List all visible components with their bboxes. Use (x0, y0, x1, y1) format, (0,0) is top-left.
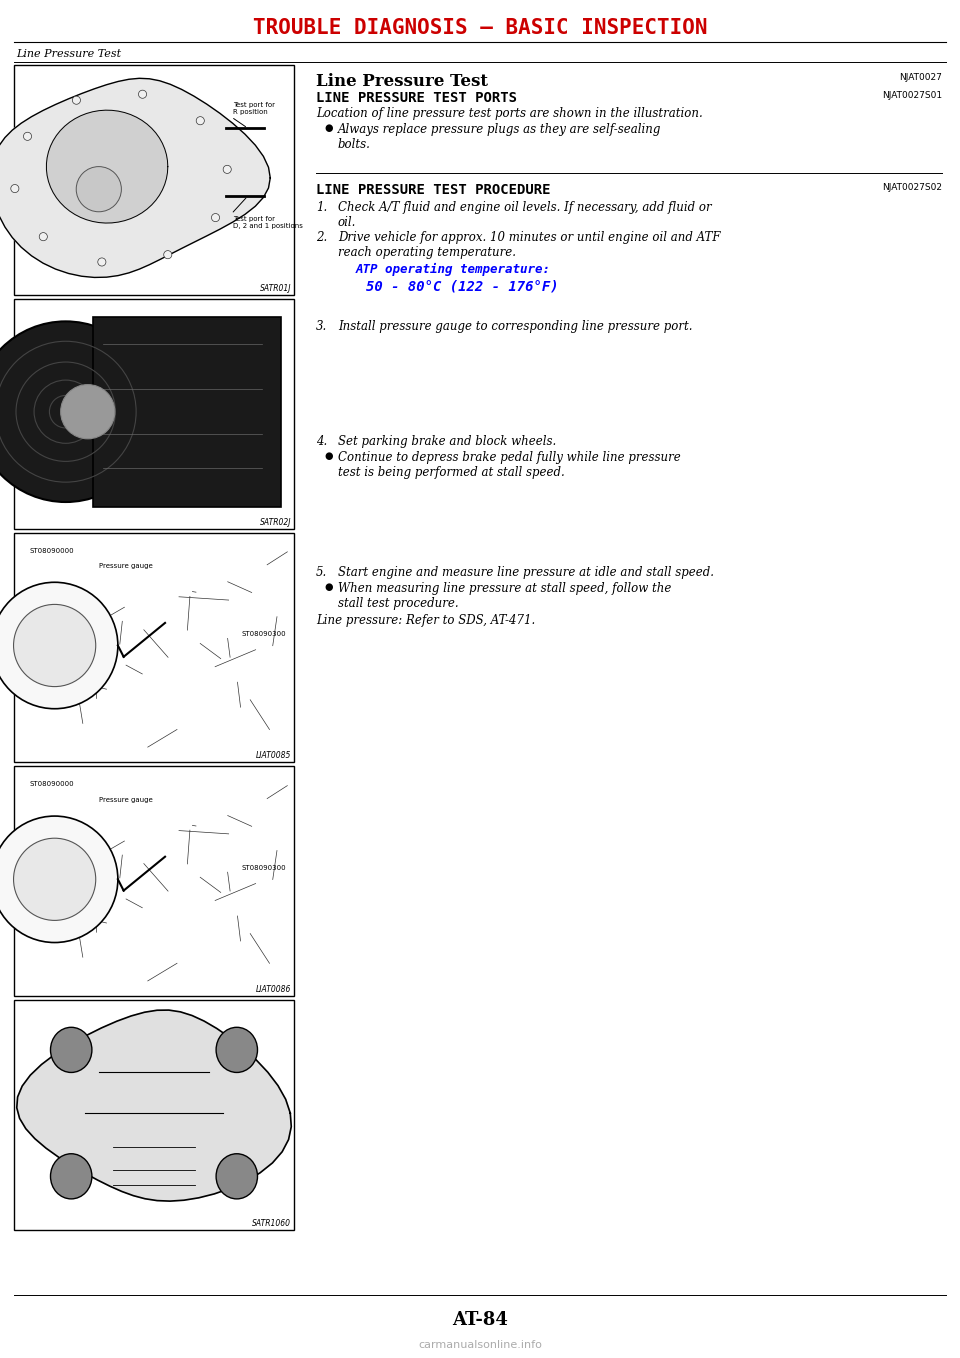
Circle shape (60, 384, 115, 439)
Text: LIAT0085: LIAT0085 (255, 751, 291, 760)
Text: NJAT0027: NJAT0027 (900, 73, 942, 81)
Circle shape (13, 838, 96, 921)
Text: NJAT0027S01: NJAT0027S01 (882, 91, 942, 100)
Text: When measuring line pressure at stall speed, follow the
stall test procedure.: When measuring line pressure at stall sp… (338, 583, 671, 610)
Circle shape (11, 185, 19, 193)
Text: ●: ● (324, 451, 332, 460)
Text: Install pressure gauge to corresponding line pressure port.: Install pressure gauge to corresponding … (338, 320, 692, 333)
Text: Location of line pressure test ports are shown in the illustration.: Location of line pressure test ports are… (316, 107, 703, 120)
Text: NJAT0027S02: NJAT0027S02 (882, 183, 942, 191)
Text: Continue to depress brake pedal fully while line pressure
test is being performe: Continue to depress brake pedal fully wh… (338, 451, 681, 479)
Text: LIAT0086: LIAT0086 (255, 985, 291, 994)
Circle shape (23, 132, 32, 140)
Bar (93, 316, 281, 507)
Text: ●: ● (324, 124, 332, 133)
Text: Set parking brake and block wheels.: Set parking brake and block wheels. (338, 435, 556, 448)
Polygon shape (16, 1010, 291, 1200)
Circle shape (138, 90, 147, 98)
Text: 4.: 4. (316, 435, 327, 448)
Text: Pressure gauge: Pressure gauge (99, 797, 153, 804)
Text: Test port for
R position: Test port for R position (233, 102, 276, 114)
Ellipse shape (51, 1027, 92, 1073)
Text: Line pressure: Refer to SDS, AT-471.: Line pressure: Refer to SDS, AT-471. (316, 614, 536, 627)
Circle shape (196, 117, 204, 125)
Circle shape (39, 232, 47, 240)
Bar (14, 532, 294, 762)
Text: 1.: 1. (316, 201, 327, 215)
Ellipse shape (216, 1027, 257, 1073)
Text: Always replace pressure plugs as they are self-sealing
bolts.: Always replace pressure plugs as they ar… (338, 124, 661, 151)
Text: Check A/T fluid and engine oil levels. If necessary, add fluid or
oil.: Check A/T fluid and engine oil levels. I… (338, 201, 711, 230)
Text: AT-84: AT-84 (452, 1310, 508, 1329)
Circle shape (13, 604, 96, 687)
Text: Line Pressure Test: Line Pressure Test (16, 49, 121, 58)
Text: ATP operating temperature:: ATP operating temperature: (356, 263, 551, 276)
Circle shape (0, 322, 156, 502)
Text: ST08090000: ST08090000 (30, 547, 75, 554)
Text: 3.: 3. (316, 320, 327, 333)
Bar (14, 766, 294, 997)
Ellipse shape (51, 1154, 92, 1199)
Text: 50 - 80°C (122 - 176°F): 50 - 80°C (122 - 176°F) (366, 280, 559, 293)
Text: LINE PRESSURE TEST PROCEDURE: LINE PRESSURE TEST PROCEDURE (316, 183, 550, 197)
Circle shape (72, 96, 81, 105)
Text: ●: ● (324, 583, 332, 592)
Polygon shape (0, 79, 271, 277)
Circle shape (0, 583, 118, 709)
Text: Start engine and measure line pressure at idle and stall speed.: Start engine and measure line pressure a… (338, 566, 714, 579)
Text: ST08090300: ST08090300 (242, 631, 286, 637)
Circle shape (164, 251, 172, 259)
Text: Pressure gauge: Pressure gauge (99, 564, 153, 569)
Bar (14, 1001, 294, 1230)
Circle shape (76, 167, 121, 212)
Text: TROUBLE DIAGNOSIS — BASIC INSPECTION: TROUBLE DIAGNOSIS — BASIC INSPECTION (252, 18, 708, 38)
Circle shape (98, 258, 106, 266)
Text: Drive vehicle for approx. 10 minutes or until engine oil and ATF
reach operating: Drive vehicle for approx. 10 minutes or … (338, 231, 721, 259)
Text: ST08090000: ST08090000 (30, 781, 75, 788)
Text: SATR01J: SATR01J (259, 284, 291, 293)
Text: Line Pressure Test: Line Pressure Test (316, 73, 488, 90)
Ellipse shape (216, 1154, 257, 1199)
Text: ST08090300: ST08090300 (242, 865, 286, 870)
Text: SATR02J: SATR02J (259, 517, 291, 527)
Text: SATR1060: SATR1060 (252, 1219, 291, 1228)
Text: Test port for
D, 2 and 1 positions: Test port for D, 2 and 1 positions (233, 216, 303, 230)
Bar (14, 299, 294, 528)
Text: LINE PRESSURE TEST PORTS: LINE PRESSURE TEST PORTS (316, 91, 517, 105)
Circle shape (211, 213, 220, 221)
Text: 2.: 2. (316, 231, 327, 244)
Circle shape (223, 166, 231, 174)
Circle shape (0, 816, 118, 942)
Text: 5.: 5. (316, 566, 327, 579)
Polygon shape (46, 110, 168, 223)
Text: carmanualsonline.info: carmanualsonline.info (418, 1340, 542, 1350)
Bar (14, 65, 294, 295)
